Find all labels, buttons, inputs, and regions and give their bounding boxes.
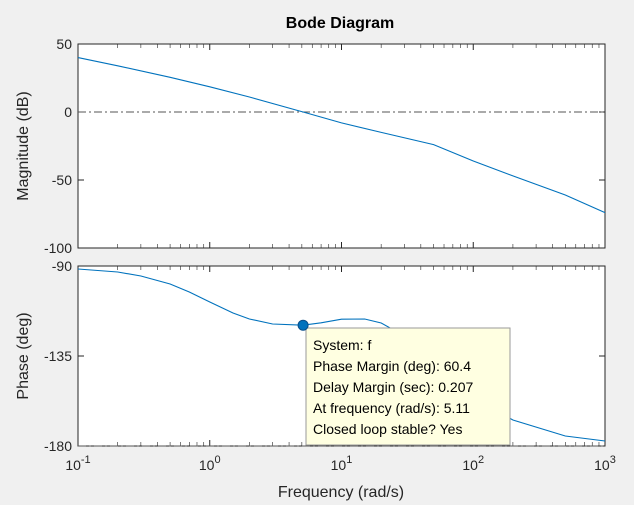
- x-tick-label: 102: [462, 454, 484, 473]
- datatip-line: Closed loop stable? Yes: [313, 421, 462, 437]
- magnitude-y-tick-label: -100: [44, 240, 72, 256]
- phase-y-tick-label: -180: [44, 438, 72, 454]
- x-tick-label: 10-1: [65, 454, 90, 473]
- datatip-box: [305, 327, 511, 446]
- phase-y-tick-label: -135: [44, 348, 72, 364]
- datatip-line: System: f: [313, 337, 371, 353]
- datatip-line: Phase Margin (deg): 60.4: [313, 358, 471, 374]
- magnitude-y-tick-label: 50: [56, 36, 72, 52]
- magnitude-curve: [77, 57, 606, 214]
- x-tick-label: 101: [331, 454, 353, 473]
- chart-title: Bode Diagram: [286, 15, 394, 32]
- magnitude-y-tick-label: 0: [64, 104, 72, 120]
- phase-axis-label: Phase (deg): [15, 312, 32, 399]
- x-tick-label: 100: [199, 454, 221, 473]
- margin-datatip[interactable]: System: f Phase Margin (deg): 60.4 Delay M…: [297, 319, 511, 446]
- magnitude-axis-label: Magnitude (dB): [15, 91, 32, 200]
- phase-y-tick-label: -90: [52, 258, 72, 274]
- magnitude-panel: 50 0 -50 -100: [44, 36, 606, 256]
- datatip-line: At frequency (rad/s): 5.11: [313, 400, 470, 416]
- x-tick-labels: 10-1 100 101 102 103: [65, 454, 616, 473]
- x-tick-label: 103: [594, 454, 616, 473]
- phase-margin-marker: [297, 319, 309, 331]
- datatip-line: Delay Margin (sec): 0.207: [313, 379, 474, 395]
- frequency-axis-label: Frequency (rad/s): [278, 484, 404, 501]
- magnitude-y-tick-label: -50: [52, 172, 72, 188]
- magnitude-axes: [77, 43, 606, 249]
